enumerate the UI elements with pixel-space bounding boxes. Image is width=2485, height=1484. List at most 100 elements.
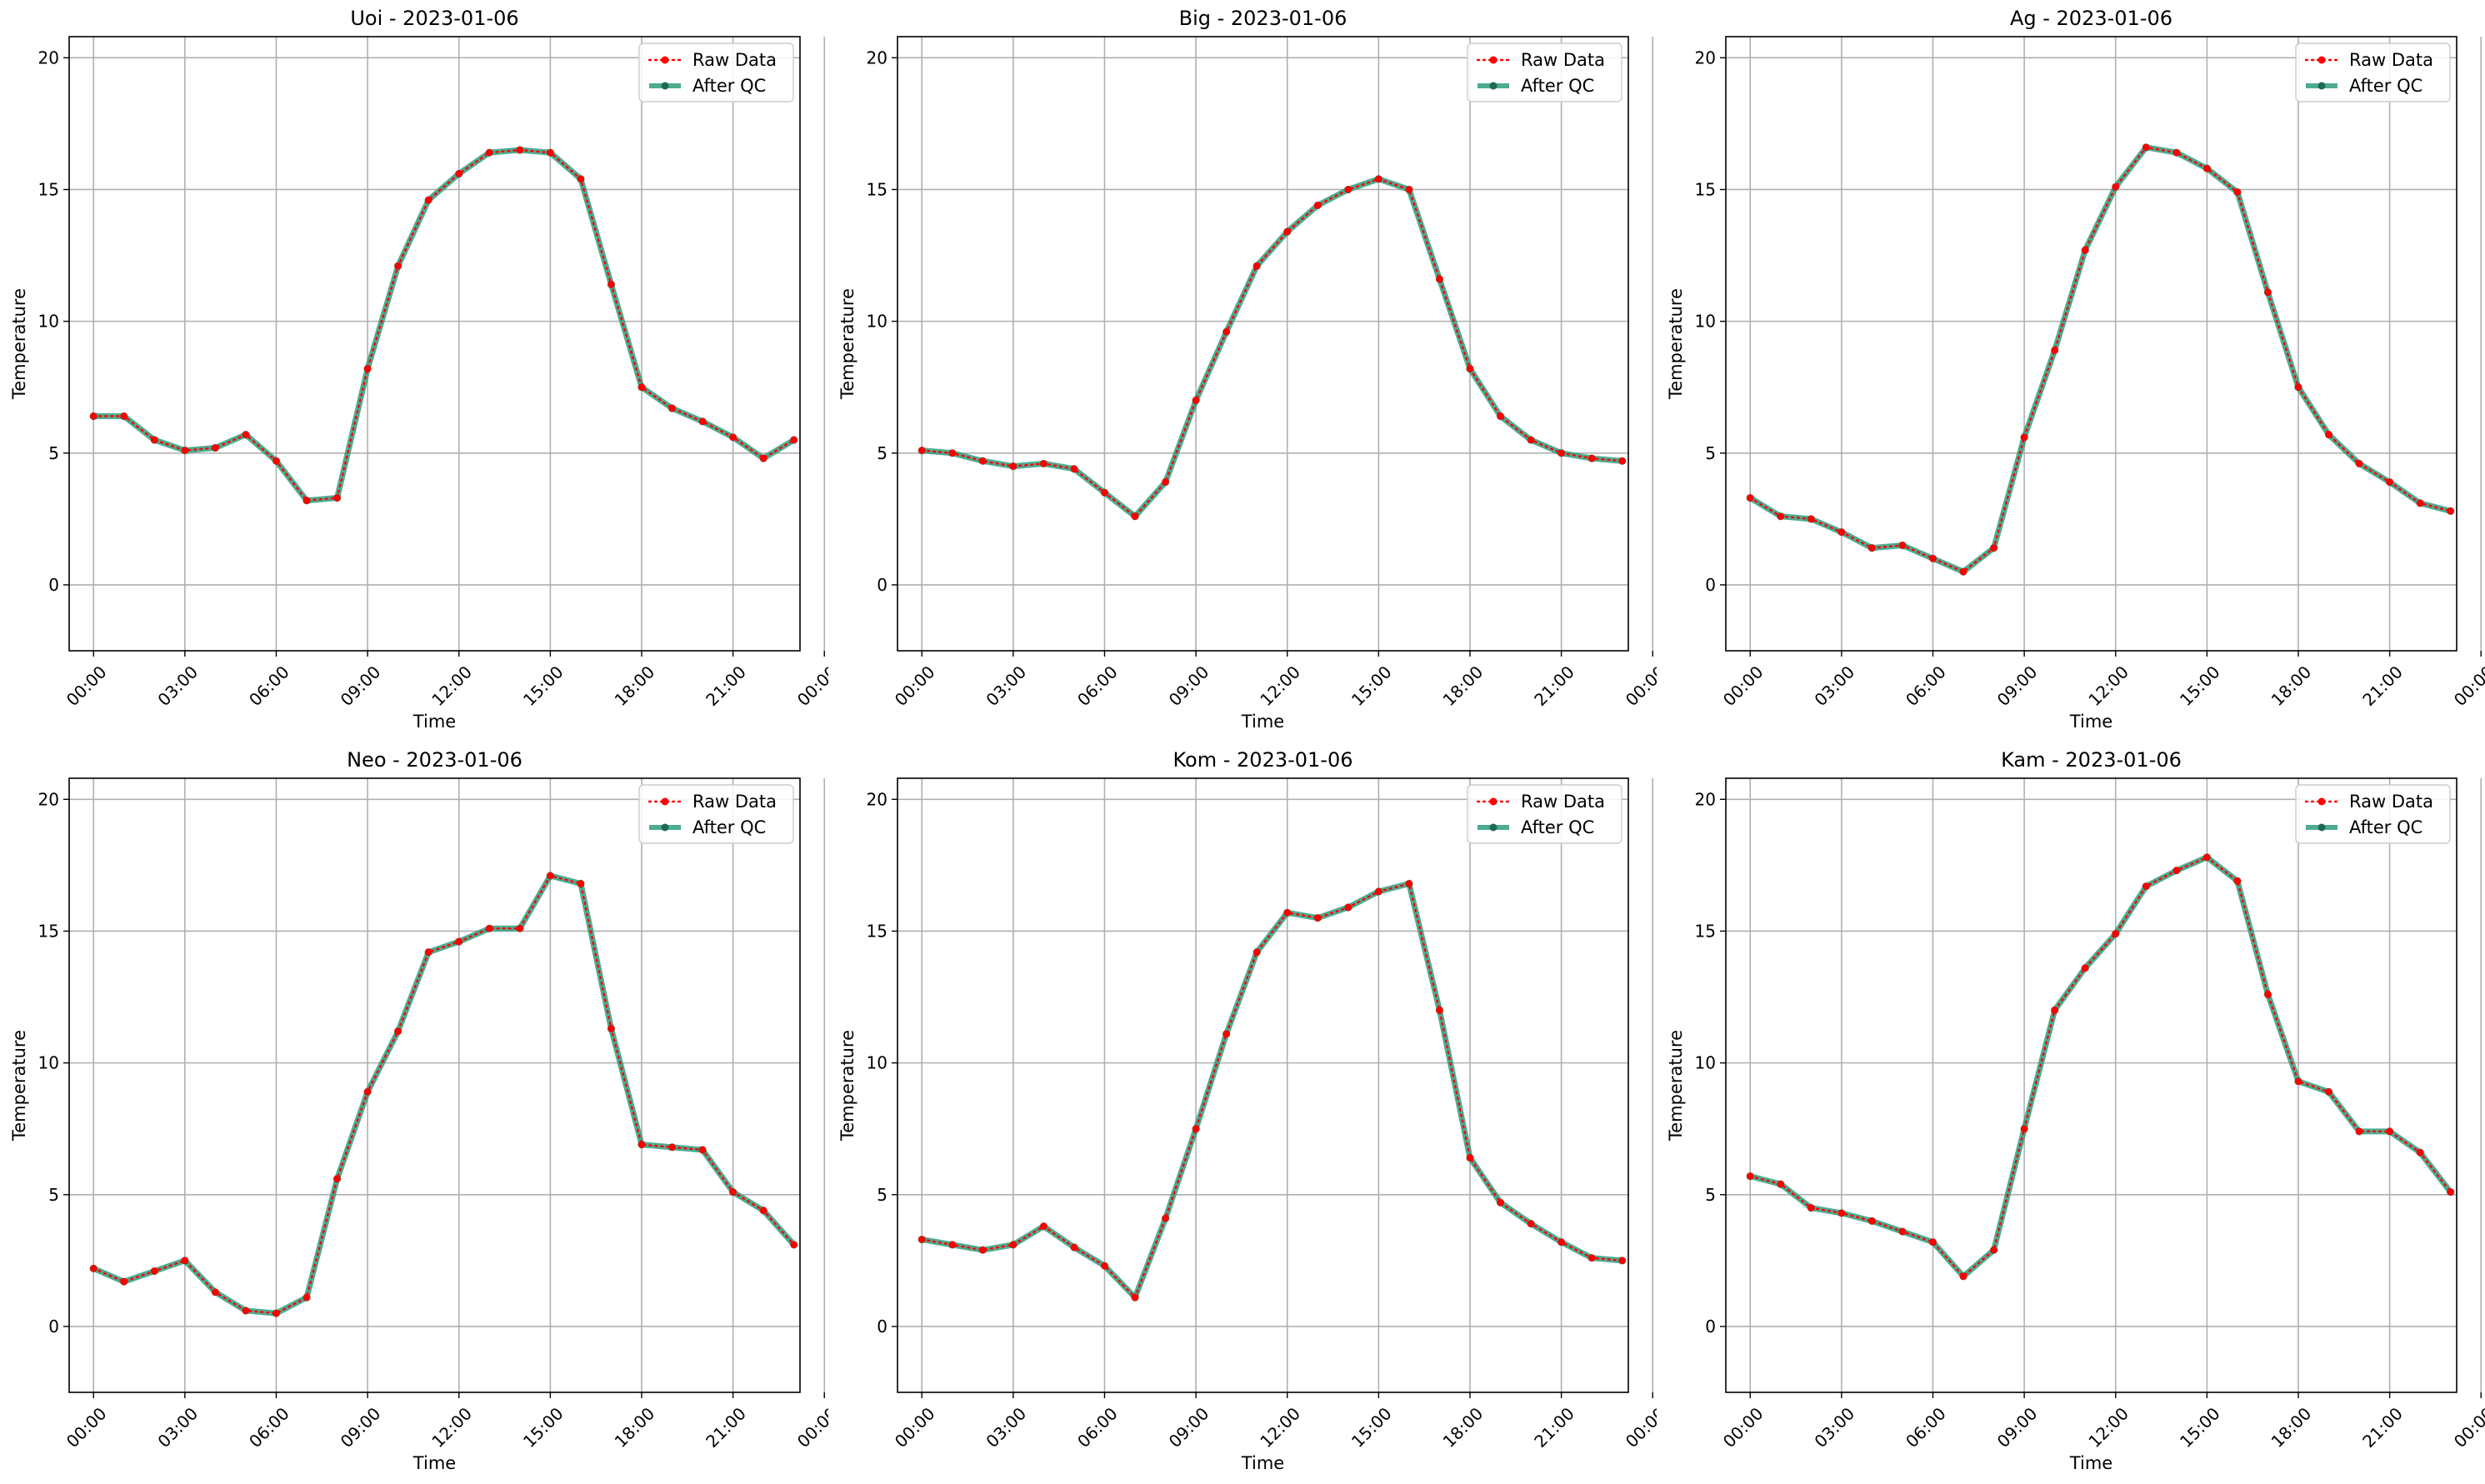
- x-tick-label: 12:00: [1256, 1403, 1304, 1452]
- ticks: 00:00 03:00 06:00 09:00 12:00 15:00 18:00 21:00…: [38, 789, 828, 1452]
- raw-data-point: [759, 1207, 768, 1214]
- series-after-qc: [89, 872, 798, 1317]
- axes-frame: [897, 777, 1629, 1393]
- axes-frame: [68, 36, 801, 652]
- raw-data-point: [2264, 288, 2272, 297]
- x-tick-label: 09:00: [1993, 662, 2042, 710]
- raw-data-point: [1990, 544, 1998, 552]
- raw-data-point: [1959, 1272, 1968, 1281]
- raw-data-point: [1344, 903, 1352, 912]
- raw-data-point: [1405, 186, 1413, 193]
- x-tick-label: 15:00: [2176, 662, 2224, 710]
- x-tick-label: 06:00: [1073, 1403, 1122, 1452]
- raw-data-point: [424, 948, 432, 956]
- chart-title: Neo - 2023-01-06: [347, 748, 522, 772]
- legend: Raw Data After QC: [638, 784, 794, 844]
- x-tick-label: 00:00: [62, 1403, 111, 1452]
- raw-data-line: [92, 148, 795, 502]
- raw-data-point: [1747, 494, 1754, 502]
- y-tick-label: 10: [38, 312, 59, 332]
- raw-data-point: [1618, 1257, 1626, 1265]
- y-tick-label: 5: [48, 443, 59, 463]
- raw-data-point: [1497, 412, 1504, 420]
- y-tick-label: 20: [38, 47, 59, 67]
- y-tick-label: 20: [1695, 47, 1716, 67]
- series-after-qc: [1746, 143, 2455, 576]
- legend-qc-label: After QC: [2349, 817, 2422, 837]
- x-tick-label: 00:00: [1719, 1403, 1768, 1452]
- raw-data-point: [1527, 1220, 1535, 1227]
- raw-data-point: [979, 457, 987, 465]
- raw-data-point: [333, 494, 341, 502]
- raw-data-point: [1777, 512, 1784, 520]
- legend-qc-marker: [2318, 823, 2326, 832]
- raw-data-point: [1808, 515, 1815, 523]
- raw-data-point: [1838, 528, 1846, 536]
- y-tick-label: 20: [1695, 789, 1716, 809]
- y-tick-label: 0: [1705, 575, 1716, 595]
- series-after-qc: [918, 175, 1627, 521]
- series-raw-data: [90, 872, 798, 1317]
- x-tick-label: 15:00: [519, 1403, 568, 1452]
- legend-qc-label: After QC: [1521, 76, 1594, 96]
- legend-raw-label: Raw Data: [2349, 792, 2433, 812]
- raw-data-point: [363, 365, 372, 372]
- raw-data-point: [1314, 202, 1322, 209]
- after-qc-line: [92, 872, 797, 1317]
- legend-qc-label: After QC: [1521, 817, 1594, 837]
- x-tick-label: 18:00: [1439, 1403, 1488, 1452]
- raw-data-point: [1040, 1222, 1048, 1230]
- raw-data-point: [2172, 867, 2181, 874]
- raw-data-point: [2355, 1127, 2363, 1136]
- raw-data-line: [1749, 146, 2452, 573]
- raw-data-point: [1344, 186, 1352, 193]
- raw-data-point: [2051, 1007, 2058, 1014]
- y-tick-label: 0: [877, 1317, 888, 1337]
- raw-data-point: [1618, 457, 1626, 465]
- raw-data-point: [1040, 460, 1048, 467]
- x-tick-label: 21:00: [1530, 1403, 1578, 1452]
- y-tick-label: 20: [867, 47, 888, 67]
- raw-data-point: [212, 444, 219, 452]
- raw-data-point: [2142, 882, 2150, 890]
- raw-data-point: [2416, 499, 2424, 507]
- raw-data-point: [1375, 175, 1382, 183]
- raw-data-point: [1990, 1246, 1998, 1254]
- x-tick-label: 06:00: [245, 662, 293, 710]
- raw-data-point: [1101, 489, 1108, 497]
- after-qc-line: [1749, 854, 2453, 1280]
- raw-data-point: [2051, 347, 2058, 354]
- raw-data-point: [1192, 397, 1200, 404]
- subplot-ag: 00:00 03:00 06:00 09:00 12:00 15:00 18:00 21:00…: [1657, 0, 2485, 742]
- x-tick-label: 18:00: [611, 662, 659, 710]
- x-tick-label: 00:00: [2450, 1403, 2485, 1452]
- subplot-uoi: 00:00 03:00 06:00 09:00 12:00 15:00 18:00 21:00…: [0, 0, 828, 742]
- y-tick-label: 10: [1695, 312, 1716, 332]
- x-tick-label: 18:00: [2268, 662, 2316, 710]
- grid: [69, 37, 826, 651]
- raw-data-point: [2264, 991, 2272, 998]
- x-tick-label: 00:00: [793, 662, 828, 710]
- y-tick-label: 15: [1695, 179, 1716, 199]
- raw-data-point: [2203, 853, 2211, 862]
- raw-data-point: [1222, 328, 1230, 336]
- raw-data-point: [729, 433, 737, 441]
- raw-data-point: [302, 1293, 311, 1302]
- raw-data-point: [1747, 1172, 1754, 1180]
- x-tick-label: 15:00: [1348, 662, 1396, 710]
- raw-data-point: [1588, 1254, 1596, 1262]
- raw-data-point: [1959, 567, 1968, 576]
- legend-qc-label: After QC: [692, 76, 766, 96]
- series-raw-data: [1747, 143, 2454, 576]
- x-tick-label: 18:00: [611, 1403, 659, 1452]
- legend-raw-marker: [1489, 797, 1498, 806]
- legend-qc-marker: [2318, 82, 2326, 90]
- legend: Raw Data After QC: [638, 42, 794, 102]
- legend-raw-label: Raw Data: [1521, 792, 1605, 812]
- raw-data-point: [1101, 1262, 1108, 1270]
- legend-raw-marker: [661, 797, 669, 806]
- y-tick-label: 5: [1705, 1185, 1716, 1205]
- raw-data-point: [90, 412, 98, 420]
- x-tick-label: 00:00: [1622, 662, 1657, 710]
- raw-data-point: [394, 262, 402, 270]
